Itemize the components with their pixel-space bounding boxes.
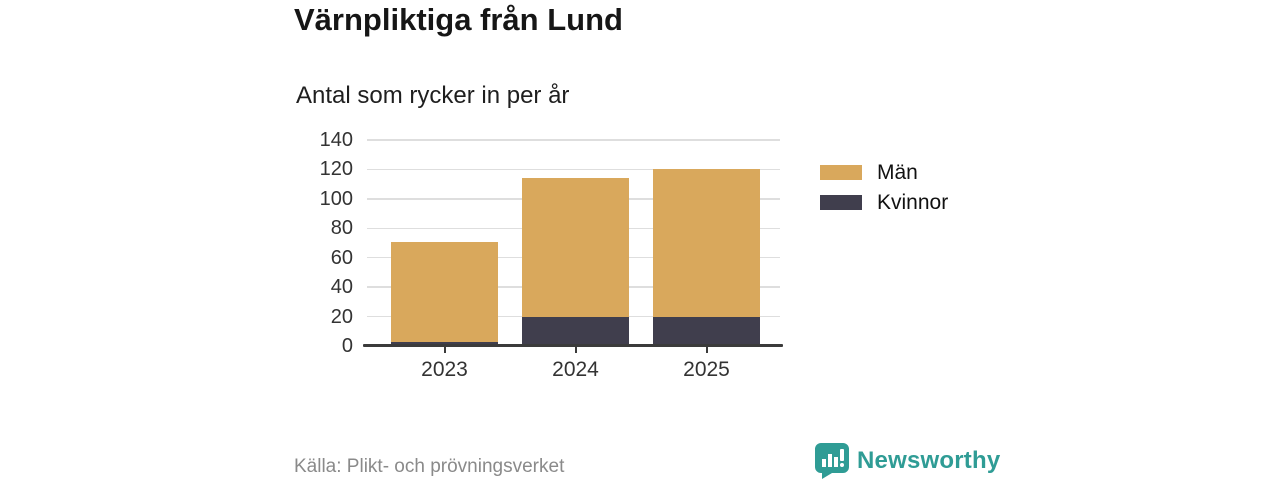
bar-segment-män-2023: [391, 241, 498, 342]
legend-item-kvinnor: Kvinnor: [820, 191, 948, 214]
gridline: [367, 139, 780, 141]
bar-segment-män-2025: [653, 169, 760, 317]
chart-title: Värnpliktiga från Lund: [294, 2, 623, 37]
bar-chart-plot: 0 20 40 60 80 100 120 140 2023 2024 2025: [320, 129, 783, 381]
y-tick-label: 0: [341, 335, 353, 357]
bar-segment-kvinnor-2024: [522, 316, 629, 346]
x-axis-baseline: [363, 344, 783, 347]
chart-legend: Män Kvinnor: [820, 161, 948, 214]
x-tick-label: 2025: [683, 358, 730, 381]
y-tick-label: 60: [330, 246, 353, 269]
bar-segment-män-2024: [522, 178, 629, 317]
y-tick-label: 140: [319, 129, 353, 151]
y-tick-label: 120: [319, 158, 353, 181]
source-caption: Källa: Plikt- och prövningsverket: [294, 456, 565, 477]
bar-segment-kvinnor-2025: [653, 316, 760, 346]
x-tick-mark: [574, 346, 577, 353]
gridline: [367, 168, 780, 171]
legend-label: Män: [877, 161, 918, 184]
legend-item-män: Män: [820, 161, 948, 184]
newsworthy-wordmark: Newsworthy: [857, 447, 1001, 474]
x-tick-mark: [443, 346, 446, 353]
newsworthy-logo: Newsworthy: [815, 443, 1000, 479]
legend-swatch: [820, 165, 862, 180]
y-tick-label: 20: [330, 305, 353, 328]
legend-swatch: [820, 195, 862, 210]
legend-label: Kvinnor: [877, 191, 949, 214]
y-tick-label: 80: [330, 217, 353, 240]
x-tick-mark: [705, 346, 708, 353]
newsworthy-logo-icon: [815, 443, 849, 479]
x-tick-label: 2024: [552, 358, 599, 381]
y-tick-label: 100: [319, 187, 353, 210]
bar-segment-kvinnor-2023: [391, 341, 498, 346]
x-tick-label: 2023: [421, 358, 468, 381]
y-tick-label: 40: [330, 276, 353, 299]
chart-subtitle: Antal som rycker in per år: [296, 82, 570, 109]
